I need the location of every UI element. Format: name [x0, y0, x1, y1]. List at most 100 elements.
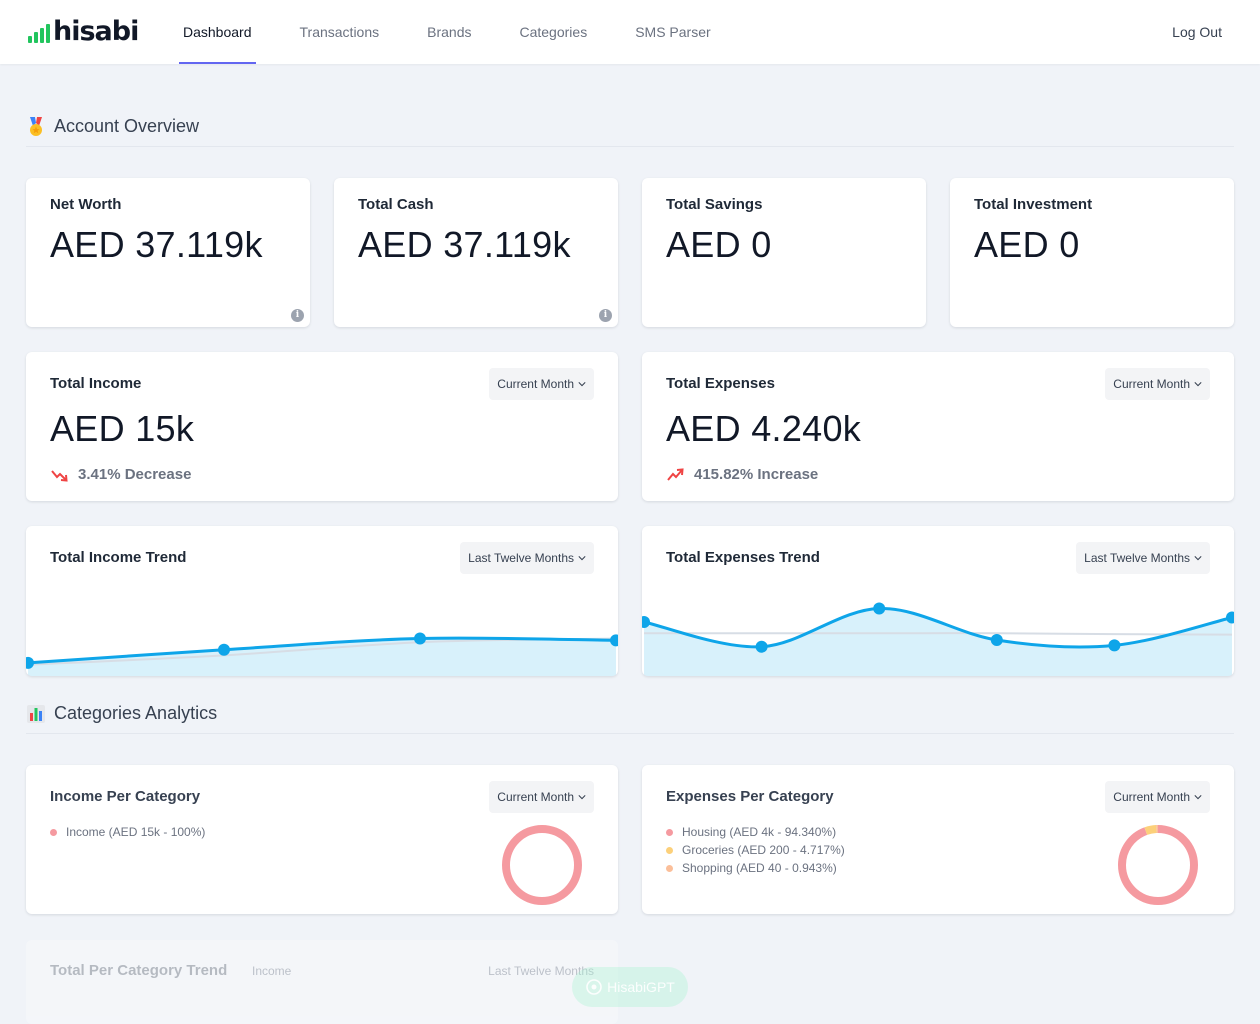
baseline-line — [643, 632, 1233, 636]
legend-dot — [666, 864, 673, 872]
trend-point — [642, 616, 650, 628]
trend-point — [1226, 611, 1234, 624]
expenses-per-category-card: Expenses Per Category Current Month Hous… — [642, 765, 1234, 914]
chevron-down-icon — [578, 556, 586, 561]
trend-point — [873, 602, 886, 615]
trend-point — [755, 640, 768, 653]
income-trend-card: Total Income Trend Last Twelve Months — [26, 526, 618, 676]
trend-point — [610, 634, 618, 647]
expenses-category-legend: Housing (AED 4k - 94.340%) Groceries (AED… — [666, 823, 845, 877]
trend-point — [218, 643, 230, 656]
chevron-down-icon — [1194, 382, 1202, 387]
expenses-change: 415.82% Increase — [666, 466, 818, 483]
legend-label: Income (AED 15k - 100%) — [66, 825, 206, 839]
net-worth-card: Net Worth AED 37.119k i — [26, 178, 310, 327]
dropdown-label: Last Twelve Months — [468, 551, 574, 565]
total-income-card: Total Income Current Month AED 15k 3.41%… — [26, 352, 618, 501]
nav-brands[interactable]: Brands — [427, 24, 472, 40]
category-trend-period-dropdown[interactable]: Last Twelve Months — [488, 964, 594, 978]
card-title: Total Expenses — [666, 375, 775, 392]
trend-point — [1108, 639, 1121, 652]
expenses-trend-chart — [642, 602, 1234, 676]
donut-slice — [1118, 825, 1198, 905]
card-value: AED 0 — [666, 224, 772, 265]
chevron-down-icon — [578, 382, 586, 387]
card-title: Income Per Category — [50, 788, 201, 805]
legend-item[interactable]: Shopping (AED 40 - 0.943%) — [666, 859, 845, 877]
info-icon[interactable]: i — [291, 309, 304, 322]
income-trend-period-dropdown[interactable]: Last Twelve Months — [460, 542, 594, 574]
dropdown-label: Current Month — [1113, 790, 1190, 804]
card-title: Total Expenses Trend — [666, 549, 820, 566]
category-trend-card: Total Per Category Trend Income Last Twe… — [26, 940, 618, 1024]
card-value: AED 37.119k — [358, 224, 571, 265]
chevron-down-icon — [1194, 795, 1202, 800]
income-trend-chart — [26, 632, 618, 676]
donut-slice — [502, 825, 582, 905]
bar-chart-icon — [26, 704, 46, 724]
card-title: Total Per Category Trend — [50, 962, 228, 979]
trending-up-icon — [667, 467, 684, 481]
income-period-dropdown[interactable]: Current Month — [489, 368, 594, 400]
nav-dashboard[interactable]: Dashboard — [179, 0, 256, 64]
legend-label: Housing (AED 4k - 94.340%) — [682, 825, 837, 839]
nav-transactions[interactable]: Transactions — [299, 24, 380, 40]
legend-dot — [666, 846, 673, 854]
section-title: Account Overview — [54, 116, 200, 136]
income-category-legend: Income (AED 15k - 100%) — [50, 823, 205, 841]
card-title: Total Savings — [666, 196, 763, 213]
trend-line — [27, 636, 617, 665]
trend-point — [26, 656, 34, 669]
logout-link[interactable]: Log Out — [1172, 24, 1222, 40]
account-overview-heading: Account Overview — [26, 107, 1234, 147]
info-icon[interactable]: i — [599, 309, 612, 322]
trending-down-icon — [51, 469, 68, 482]
top-navbar: hisabi Dashboard Transactions Brands Cat… — [0, 0, 1260, 64]
total-cash-card: Total Cash AED 37.119k i — [334, 178, 618, 327]
donut-slice — [1118, 825, 1198, 905]
total-expenses-card: Total Expenses Current Month AED 4.240k … — [642, 352, 1234, 501]
medal-icon — [26, 116, 46, 137]
legend-item[interactable]: Groceries (AED 200 - 4.717%) — [666, 841, 845, 859]
dropdown-label: Current Month — [497, 790, 574, 804]
nav-categories[interactable]: Categories — [519, 24, 588, 40]
trend-point — [414, 632, 426, 645]
categories-analytics-heading: Categories Analytics — [26, 694, 1234, 734]
trend-line — [643, 606, 1233, 649]
app-logo[interactable]: hisabi — [28, 16, 139, 47]
nav-sms-parser[interactable]: SMS Parser — [635, 24, 711, 40]
dropdown-label: Current Month — [1113, 377, 1190, 391]
expenses-category-period-dropdown[interactable]: Current Month — [1105, 781, 1210, 813]
gpt-icon — [586, 979, 602, 995]
section-title: Categories Analytics — [54, 703, 218, 723]
card-title: Total Investment — [974, 196, 1093, 213]
dropdown-label: Current Month — [497, 377, 574, 391]
card-value: AED 0 — [974, 224, 1080, 265]
card-title: Net Worth — [50, 196, 122, 213]
dropdown-label: Last Twelve Months — [1084, 551, 1190, 565]
card-title: Expenses Per Category — [666, 788, 834, 805]
total-savings-card: Total Savings AED 0 — [642, 178, 926, 327]
legend-dot — [50, 828, 57, 836]
change-text: 3.41% Decrease — [78, 466, 192, 483]
change-text: 415.82% Increase — [694, 466, 819, 483]
logo-bars-icon — [28, 22, 50, 46]
chevron-down-icon — [1194, 556, 1202, 561]
legend-item[interactable]: Income (AED 15k - 100%) — [50, 823, 205, 841]
legend-item[interactable]: Housing (AED 4k - 94.340%) — [666, 823, 845, 841]
trend-point — [990, 634, 1003, 646]
donut-ring — [1118, 825, 1198, 905]
income-category-donut — [502, 825, 582, 905]
logo-text: hisabi — [53, 16, 139, 47]
hisabi-gpt-button[interactable]: HisabiGPT — [572, 967, 688, 1007]
legend-label: Groceries (AED 200 - 4.717%) — [682, 843, 845, 857]
expenses-trend-period-dropdown[interactable]: Last Twelve Months — [1076, 542, 1210, 574]
category-type-select[interactable]: Income — [252, 964, 292, 978]
income-category-period-dropdown[interactable]: Current Month — [489, 781, 594, 813]
card-value: AED 37.119k — [50, 224, 263, 265]
card-title: Total Income — [50, 375, 142, 392]
main-nav: Dashboard Transactions Brands Categories… — [179, 0, 755, 64]
income-change: 3.41% Decrease — [50, 466, 191, 483]
gpt-button-label: HisabiGPT — [607, 979, 675, 995]
expenses-period-dropdown[interactable]: Current Month — [1105, 368, 1210, 400]
